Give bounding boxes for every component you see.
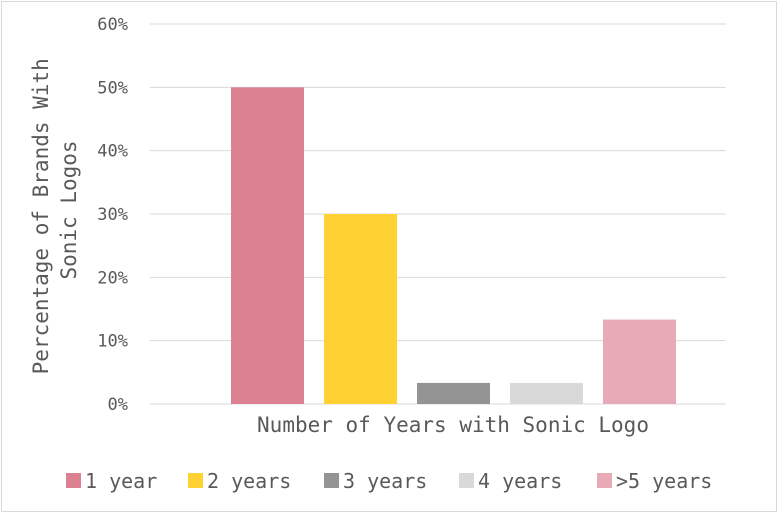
bar [324, 214, 397, 404]
y-tick-label: 10% [97, 332, 128, 352]
legend-label: 4 years [478, 469, 562, 493]
legend-swatch [188, 473, 203, 488]
bar [510, 382, 583, 404]
y-tick-label: 40% [97, 142, 128, 162]
y-tick-label: 60% [97, 15, 128, 35]
bar [603, 319, 676, 404]
y-axis-title-line-2: Sonic Logos [57, 140, 81, 279]
bar [231, 87, 304, 404]
legend-label: >5 years [616, 469, 712, 493]
legend-swatch [459, 473, 474, 488]
x-axis-title: Number of Years with Sonic Logo [257, 413, 649, 437]
y-axis-title: Percentage of Brands With Sonic Logos [29, 46, 81, 375]
y-tick-label: 0% [108, 395, 128, 415]
legend-label: 2 years [207, 469, 291, 493]
legend: 1 year 2 years 3 years 4 years >5 years [66, 469, 712, 493]
legend-swatch [324, 473, 339, 488]
y-tick-label: 20% [97, 268, 128, 288]
bars [231, 87, 676, 404]
y-axis-tick-labels: 0% 10% 20% 30% 40% 50% 60% [97, 15, 128, 415]
bar [417, 382, 490, 404]
legend-label: 3 years [343, 469, 427, 493]
legend-swatch [597, 473, 612, 488]
legend-label: 1 year [85, 469, 157, 493]
y-tick-label: 50% [97, 78, 128, 98]
y-tick-label: 30% [97, 205, 128, 225]
legend-swatch [66, 473, 81, 488]
y-axis-title-line-1: Percentage of Brands With [29, 58, 53, 374]
